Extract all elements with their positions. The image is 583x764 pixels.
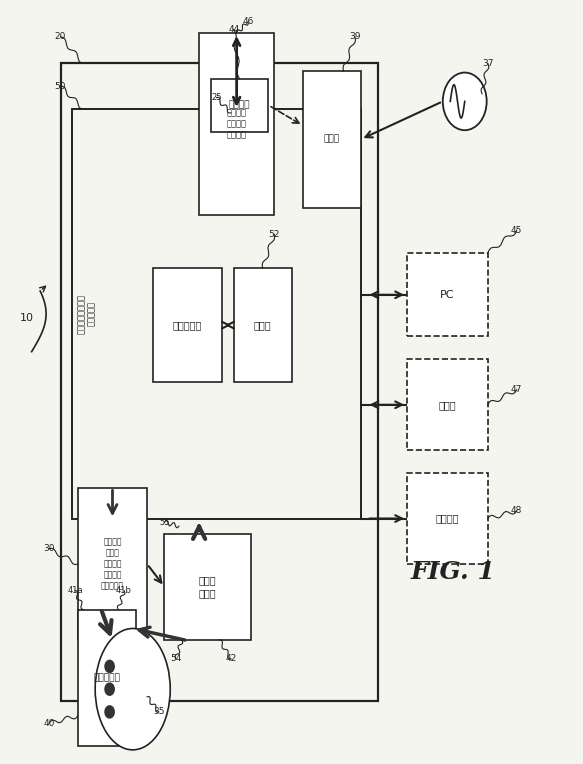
Text: 39: 39 [349, 32, 361, 41]
Bar [234, 268, 292, 382]
Text: 30: 30 [43, 545, 55, 553]
Text: メモリ: メモリ [254, 320, 272, 330]
Text: 10: 10 [20, 313, 34, 323]
Bar [407, 253, 488, 336]
Text: 脳波センサ: 脳波センサ [93, 673, 120, 682]
Text: 55: 55 [159, 518, 170, 527]
Bar [407, 359, 488, 450]
Text: 脳信号
処理器: 脳信号 処理器 [199, 575, 216, 598]
Bar [78, 610, 136, 746]
Text: 45: 45 [511, 226, 522, 235]
Bar [61, 63, 378, 701]
Text: 充電器: 充電器 [324, 134, 340, 144]
Text: 41a: 41a [67, 586, 83, 595]
Text: 47: 47 [511, 385, 522, 394]
Bar [407, 473, 488, 564]
Circle shape [443, 73, 487, 130]
Text: 35: 35 [153, 707, 164, 717]
Text: 25: 25 [211, 93, 222, 102]
Text: デジタル信号処理
モジュール: デジタル信号処理 モジュール [77, 293, 96, 334]
Text: 37: 37 [482, 59, 494, 68]
Text: PC: PC [440, 290, 455, 299]
Text: バッテリ: バッテリ [229, 101, 250, 110]
Bar [303, 71, 361, 208]
Text: プロセッサ: プロセッサ [173, 320, 202, 330]
Text: FIG. 1: FIG. 1 [411, 559, 496, 584]
Text: 41b: 41b [116, 586, 132, 595]
Text: アナログ
脳信号
インター
フェース
モジュール: アナログ 脳信号 インター フェース モジュール [101, 537, 124, 591]
Circle shape [105, 706, 114, 718]
Text: 46: 46 [243, 18, 254, 26]
Circle shape [105, 683, 114, 695]
Text: 52: 52 [269, 230, 280, 238]
Bar [153, 268, 222, 382]
Bar [164, 534, 251, 640]
Bar [78, 488, 147, 640]
Text: コーダー
インター
フェース: コーダー インター フェース [227, 108, 247, 140]
Circle shape [105, 660, 114, 672]
Bar [199, 33, 274, 215]
Text: 42: 42 [225, 654, 237, 663]
Bar [72, 109, 361, 519]
Text: 44: 44 [228, 24, 240, 34]
Text: 54: 54 [170, 654, 182, 663]
Ellipse shape [95, 629, 170, 749]
Text: メモリ: メモリ [438, 400, 456, 410]
Bar [210, 79, 268, 131]
Text: 48: 48 [511, 507, 522, 516]
Text: 20: 20 [55, 32, 66, 41]
Text: プリンタ: プリンタ [436, 513, 459, 523]
Text: 40: 40 [43, 719, 55, 728]
Text: 50: 50 [55, 82, 66, 91]
